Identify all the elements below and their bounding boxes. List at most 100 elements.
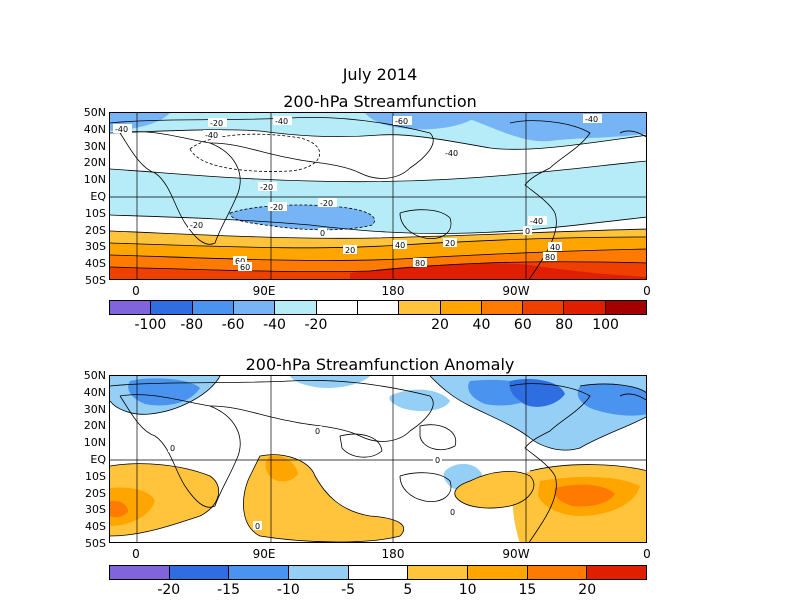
panel1-contour-label: 20 (445, 239, 455, 248)
streamfunction-field: -40 -20 -40 -60 -40 -20 -40 -20 -40 -40 -20 -20 0 0 20… (110, 113, 646, 279)
panel1-colorbar-label: 20 (431, 317, 449, 333)
panel2-lon-label: 90W (502, 547, 530, 561)
panel1-colorbar-label: -60 (221, 317, 245, 333)
panel1-contour-label-bg (443, 148, 462, 157)
panel1-contour-label-bg (523, 226, 532, 235)
panel1-colorbar-label: 60 (513, 317, 532, 333)
panel1-colorbar-swatch (357, 301, 400, 314)
panel1-contour-label: -40 (115, 125, 128, 134)
panel2-lon-label: 0 (643, 547, 651, 561)
panel1-contour-label-bg (318, 198, 337, 207)
panel2-lat-label: 20N (83, 419, 106, 433)
figure-date-title: July 2014 (342, 65, 418, 84)
panel1-lon-label: 0 (643, 284, 651, 298)
panel1-contour-label: 0 (525, 227, 530, 236)
panel2-contour-label-bg (433, 455, 442, 464)
panel1-colorbar-swatch (192, 301, 234, 314)
panel2-lon-label: 180 (381, 547, 405, 561)
panel1-contour-label-bg (188, 220, 207, 229)
panel2-lon-label: 90E (252, 547, 276, 561)
panel1-contour-label-bg (413, 258, 427, 267)
panel2-contour-label: 0 (450, 508, 455, 517)
panel2-colorbar-label: 10 (458, 582, 477, 598)
panel1-contour-label: -20 (260, 183, 273, 192)
panel2-contour-label: 0 (315, 427, 320, 436)
panel1-lon-label: 180 (381, 284, 405, 298)
panel1-contour-label-bg (528, 216, 547, 225)
panel1-colorbar-swatch (523, 301, 565, 314)
panel1-contour-label: -60 (395, 117, 408, 126)
panel2-lat-label: EQ (90, 453, 106, 466)
panel1-colorbar-label: -80 (180, 317, 204, 333)
anomaly-field: 0 0 0 0 0 (110, 376, 646, 542)
panel1-contour-label: -20 (320, 199, 333, 208)
panel1-contour-label: 60 (240, 263, 250, 272)
panel2-lat-label: 30S (85, 503, 106, 517)
panel1-colorbar-label: 100 (592, 317, 619, 333)
streamfunction-map: -40 -20 -40 -60 -40 -20 -40 -20 -40 -40 -20 -20 0 0 20… (109, 112, 647, 280)
panel1-contour-label-bg (273, 116, 292, 125)
panel1-colorbar-label: -40 (263, 317, 286, 333)
panel1-contour-label-bg (208, 118, 227, 127)
panel1-contour-label: 80 (545, 253, 555, 262)
panel2-colorbar-swatch (408, 566, 469, 579)
panel1-contour-label-bg (318, 228, 327, 237)
panel2-colorbar-swatch (110, 566, 170, 579)
panel2-contour-label-bg (448, 507, 457, 516)
panel2-lat-label: 40N (83, 385, 106, 399)
panel1-contour-label-bg (548, 242, 562, 251)
panel1-colorbar (109, 300, 647, 315)
panel2-lat-label: 20S (85, 486, 106, 500)
panel1-colorbar-label: 40 (472, 317, 491, 333)
panel1-contour-label-bg (543, 252, 557, 261)
panel1-colorbar-swatch (233, 301, 276, 314)
panel1-contour-label: 40 (395, 241, 405, 250)
panel2-contour-label: 0 (170, 444, 175, 453)
panel1-contour-label: -20 (190, 221, 203, 230)
panel2-colorbar-swatch (289, 566, 349, 579)
panel1-colorbar-swatch (564, 301, 606, 314)
panel1-contour-label: -40 (275, 117, 288, 126)
panel1-lat-label: 20N (83, 156, 106, 170)
panel1-contour-label-bg (393, 240, 407, 249)
panel2-colorbar-swatch (468, 566, 528, 579)
panel2-colorbar-label: -20 (157, 582, 181, 598)
panel1-contour-label: -40 (530, 217, 543, 226)
panel1-title: 200-hPa Streamfunction (283, 92, 477, 111)
panel1-colorbar-label: 80 (555, 317, 574, 333)
panel1-colorbar-swatch (605, 301, 647, 314)
panel2-contour-label-bg (168, 443, 177, 452)
panel1-contour-label: -20 (270, 203, 283, 212)
panel2-colorbar-swatch (527, 566, 588, 579)
panel2-lat-label: 40S (85, 520, 106, 534)
panel1-lat-label: 10N (83, 173, 106, 187)
panel2-colorbar-label: -15 (217, 582, 240, 598)
panel1-contour-label-bg (393, 116, 412, 125)
panel2-colorbar-swatch (169, 566, 230, 579)
panel2-lat-label: 50N (83, 369, 106, 382)
anomaly-map: 0 0 0 0 0 (109, 375, 647, 543)
panel1-lon-label: 90E (252, 284, 276, 298)
panel2-colorbar-swatch (229, 566, 290, 579)
panel2-title: 200-hPa Streamfunction Anomaly (245, 355, 515, 374)
panel1-contour-label-bg (583, 114, 602, 123)
panel1-contour-label-bg (268, 202, 287, 211)
panel1-contour-label-bg (238, 262, 252, 271)
panel1-contour-label: -40 (205, 131, 218, 140)
panel2-colorbar-label: 20 (578, 582, 597, 598)
panel1-colorbar-swatch (151, 301, 193, 314)
panel1-lat-label: 50S (85, 274, 106, 287)
panel1-colorbar-swatch (316, 301, 358, 314)
panel2-colorbar-label: 15 (518, 582, 537, 598)
panel2-contour-label: 0 (435, 456, 440, 465)
panel2-lat-label: 30N (83, 402, 106, 416)
panel1-contour-label: 0 (320, 229, 325, 238)
panel1-lon-label: 0 (132, 284, 140, 298)
panel2-colorbar-label: 5 (403, 582, 413, 598)
panel2-colorbar-label: -5 (341, 582, 356, 598)
panel2-contour-label: 0 (255, 522, 260, 531)
panel1-lat-label: 20S (85, 223, 106, 237)
panel1-lat-label: 30N (83, 139, 106, 153)
panel1-contour-label-bg (203, 130, 222, 139)
panel2-colorbar-label: -10 (276, 582, 300, 598)
